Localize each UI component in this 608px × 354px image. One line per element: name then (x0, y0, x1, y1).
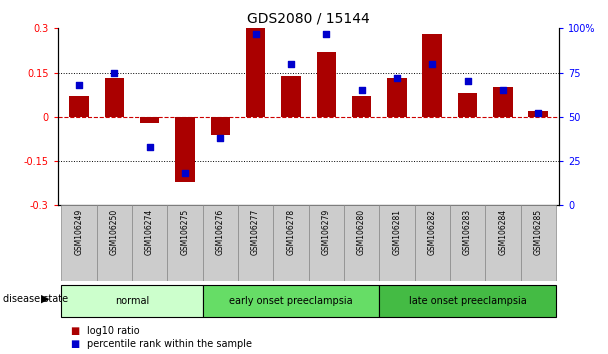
Bar (202, 285, 379, 317)
Bar (308, 205, 344, 281)
Text: percentile rank within the sample: percentile rank within the sample (87, 339, 252, 349)
Text: GSM106250: GSM106250 (110, 209, 119, 255)
Bar (415, 205, 450, 281)
Bar (175, 117, 195, 182)
Bar (520, 205, 556, 281)
Point (180, 171, 190, 176)
Point (109, 70, 119, 75)
Bar (167, 205, 202, 281)
Bar (317, 52, 336, 117)
Point (498, 87, 508, 93)
Point (215, 135, 225, 141)
Bar (273, 205, 309, 281)
Bar (281, 75, 300, 117)
Text: GSM106280: GSM106280 (357, 209, 366, 255)
Bar (69, 96, 89, 117)
Text: late onset preeclampsia: late onset preeclampsia (409, 296, 527, 306)
Text: ▶: ▶ (41, 294, 50, 304)
Bar (132, 205, 167, 281)
Point (74, 82, 84, 88)
Text: GSM106284: GSM106284 (499, 209, 507, 255)
Text: GSM106285: GSM106285 (534, 209, 543, 255)
Text: GSM106275: GSM106275 (181, 209, 190, 255)
Text: GSM106282: GSM106282 (427, 209, 437, 255)
Point (533, 110, 543, 116)
Bar (528, 111, 548, 117)
Bar (485, 205, 520, 281)
Bar (202, 205, 238, 281)
Title: GDS2080 / 15144: GDS2080 / 15144 (247, 12, 370, 26)
Bar (97, 205, 132, 281)
Text: disease state: disease state (3, 294, 68, 304)
Point (250, 31, 260, 36)
Text: GSM106274: GSM106274 (145, 209, 154, 255)
Text: GSM106281: GSM106281 (392, 209, 401, 255)
Text: GSM106279: GSM106279 (322, 209, 331, 255)
Point (427, 61, 437, 67)
Bar (344, 205, 379, 281)
Text: GSM106283: GSM106283 (463, 209, 472, 255)
Bar (458, 93, 477, 117)
Text: GSM106277: GSM106277 (251, 209, 260, 255)
Text: log10 ratio: log10 ratio (87, 326, 140, 336)
Bar (246, 28, 265, 117)
Bar (105, 79, 124, 117)
Bar (387, 79, 407, 117)
Point (392, 75, 402, 81)
Bar (61, 285, 202, 317)
Point (286, 61, 295, 67)
Text: GSM106276: GSM106276 (216, 209, 225, 255)
Bar (238, 205, 273, 281)
Bar (423, 34, 442, 117)
Bar (210, 117, 230, 135)
Text: normal: normal (115, 296, 149, 306)
Text: GSM106278: GSM106278 (286, 209, 295, 255)
Bar (140, 117, 159, 123)
Point (145, 144, 154, 150)
Bar (352, 96, 371, 117)
Point (322, 31, 331, 36)
Text: ■: ■ (70, 326, 79, 336)
Text: ■: ■ (70, 339, 79, 349)
Bar (379, 205, 415, 281)
Bar (450, 205, 485, 281)
Text: early onset preeclampsia: early onset preeclampsia (229, 296, 353, 306)
Bar (493, 87, 513, 117)
Bar (61, 205, 97, 281)
Bar (379, 285, 556, 317)
Text: GSM106249: GSM106249 (74, 209, 83, 255)
Point (357, 87, 367, 93)
Point (463, 79, 472, 84)
